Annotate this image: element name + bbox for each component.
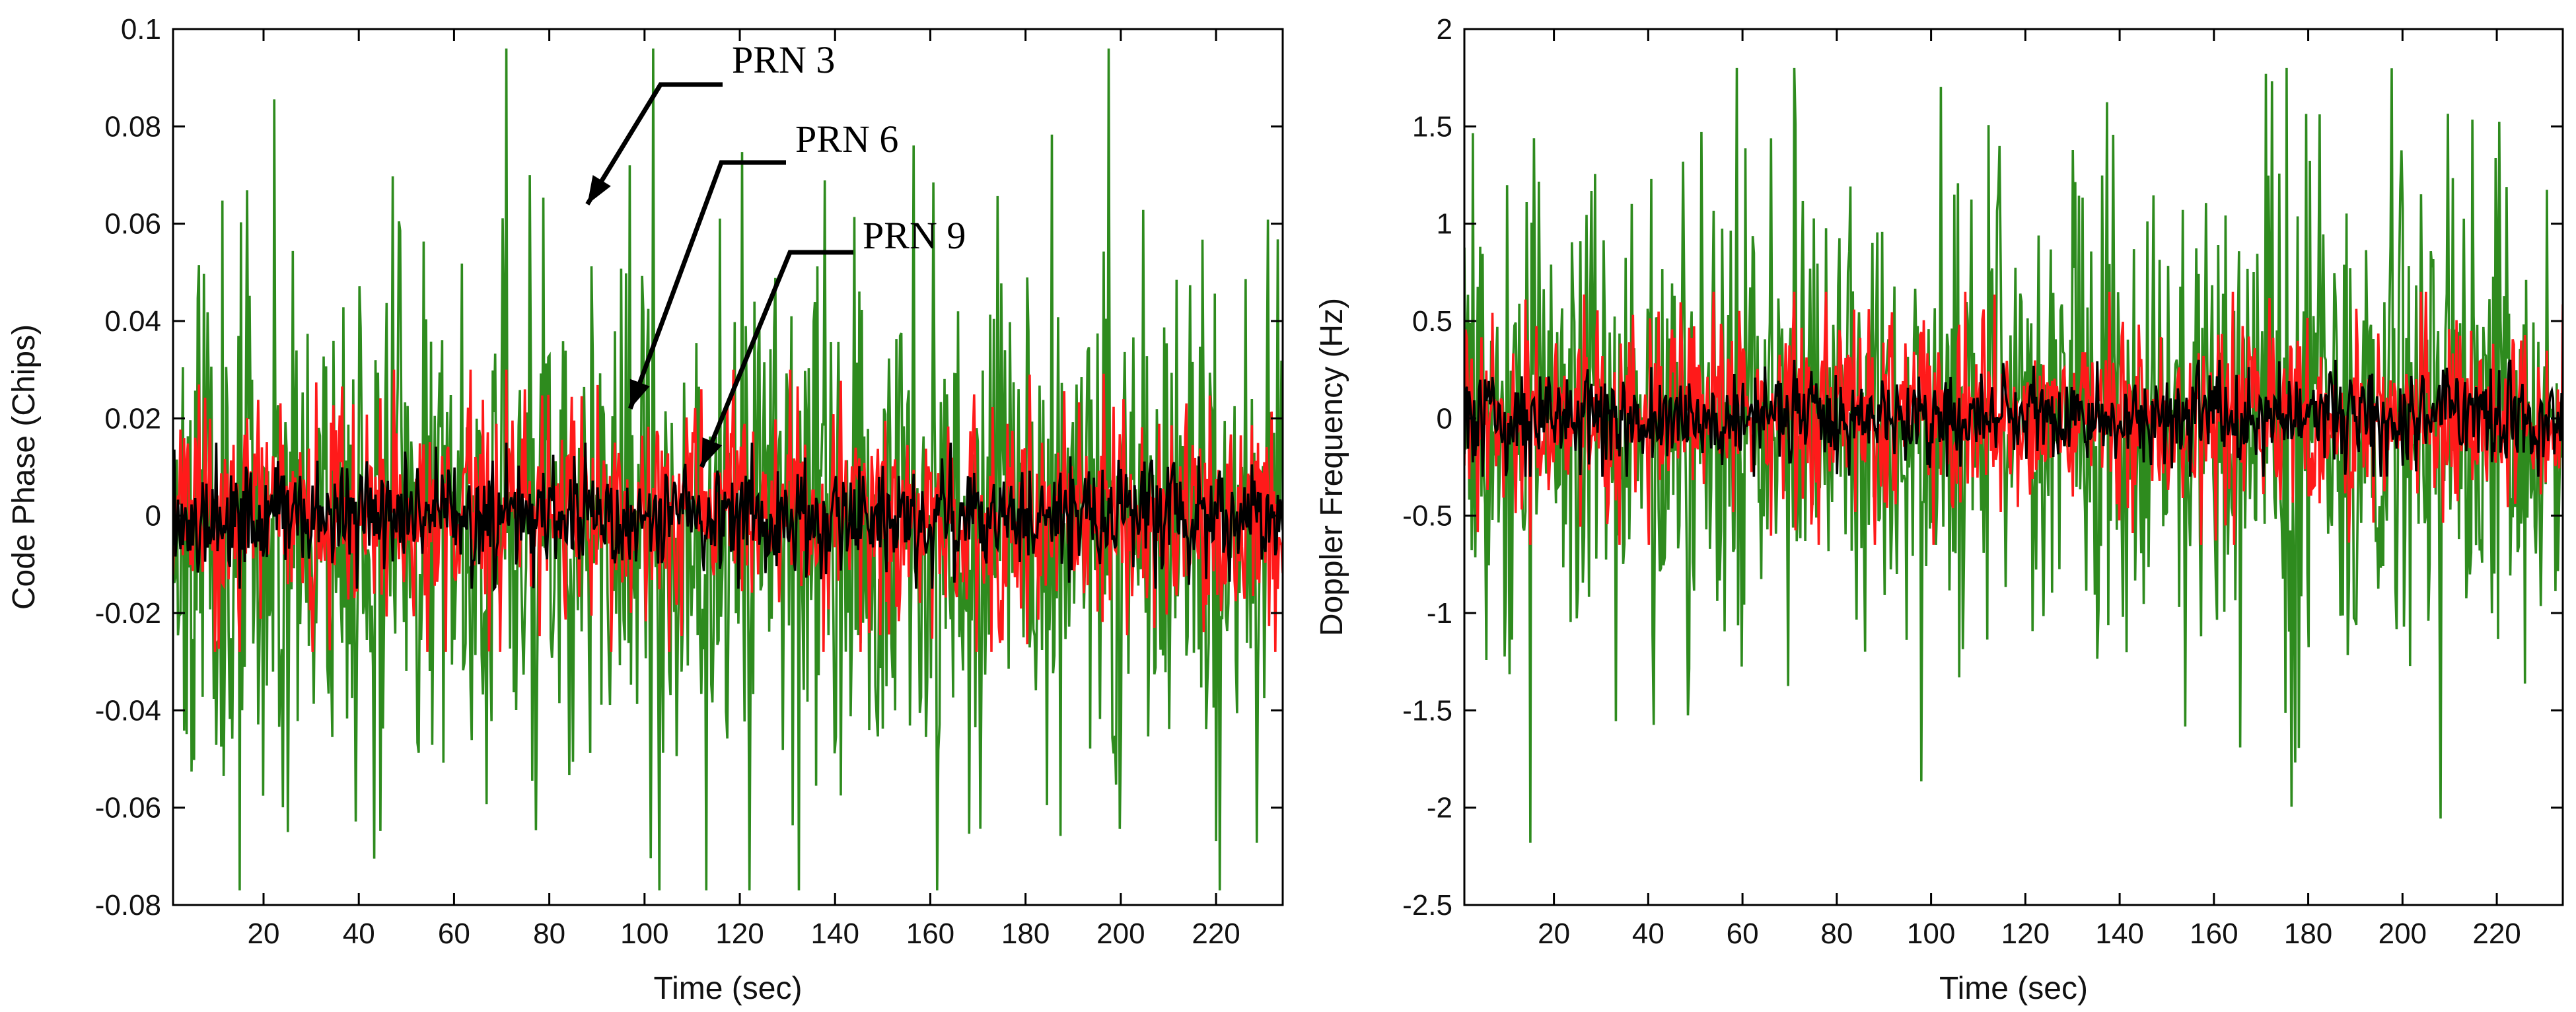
axes-frame [1463, 28, 2564, 906]
annotation-leader-line [585, 82, 723, 206]
annotation-prn-6: PRN 6 [627, 118, 898, 410]
annotation-prn-9: PRN 9 [699, 214, 966, 468]
x-axis-label: Time (sec) [654, 971, 803, 1006]
y-axis-label: Doppler Frequency (Hz) [1314, 298, 1349, 636]
x-tick-label: 160 [2190, 918, 2238, 950]
annotation-arrowhead [629, 379, 650, 409]
y-tick-label: 0.06 [104, 208, 161, 240]
x-tick-label: 100 [620, 918, 668, 950]
x-tick-label: 60 [438, 918, 470, 950]
y-tick-label: -1 [1427, 597, 1452, 630]
y-tick-label: 0.02 [104, 402, 161, 435]
y-tick-label: -2 [1427, 792, 1452, 824]
annotation-leader-line [699, 250, 853, 468]
annotation-label: PRN 6 [795, 118, 898, 161]
x-tick-label: 200 [1096, 918, 1145, 950]
y-axis-label: Code Phase (Chips) [7, 324, 42, 610]
y-tick-label: 2 [1437, 13, 1452, 46]
annotation-arrowhead [701, 437, 723, 467]
series-group [1464, 67, 2563, 843]
annotation-label: PRN 9 [863, 214, 966, 257]
series-prn-9 [173, 443, 1283, 593]
x-tick-label: 140 [2095, 918, 2143, 950]
x-tick-label: 80 [533, 918, 565, 950]
x-tick-label: 220 [2472, 918, 2521, 950]
series-prn-9 [1464, 359, 2563, 477]
x-axis-label: Time (sec) [1939, 971, 2088, 1006]
y-tick-label: -2.5 [1402, 889, 1452, 922]
y-tick-label: 1 [1437, 208, 1452, 240]
y-tick-label: -0.5 [1402, 500, 1452, 532]
x-tick-label: 20 [248, 918, 280, 950]
x-tick-label: 100 [1907, 918, 1955, 950]
x-tick-label: 120 [715, 918, 764, 950]
y-tick-label: -0.06 [95, 792, 161, 824]
x-tick-label: 220 [1192, 918, 1240, 950]
x-tick-label: 120 [2001, 918, 2050, 950]
y-tick-label: -0.02 [95, 597, 161, 630]
y-tick-label: -1.5 [1402, 694, 1452, 727]
x-tick-label: 80 [1820, 918, 1853, 950]
x-tick-label: 20 [1538, 918, 1570, 950]
x-tick-label: 40 [343, 918, 375, 950]
annotation-prn-3: PRN 3 [585, 38, 835, 206]
y-tick-label: 0 [1437, 402, 1452, 435]
annotation-leader-line [627, 160, 786, 410]
x-tick-label: 140 [811, 918, 859, 950]
x-tick-label: 180 [1001, 918, 1050, 950]
doppler-panel: 20 40 60 80 100 120 140 160 180 200 220-2.5-2-1.5-… [1314, 13, 2564, 1006]
series-prn-6 [1464, 291, 2563, 545]
y-tick-label: -0.04 [95, 694, 161, 727]
axes-frame [172, 28, 1284, 906]
annotation-label: PRN 3 [732, 38, 835, 81]
y-tick-label: 0.04 [104, 305, 161, 338]
code-phase-panel: 20 40 60 80 100 120 140 160 180 200 220 -0.08 -0.06 -… [7, 13, 1284, 1006]
y-tick-label: 0.08 [104, 110, 161, 143]
y-tick-label: 0.5 [1412, 305, 1452, 338]
y-tick-label: -0.08 [95, 889, 161, 922]
x-tick-label: 200 [2379, 918, 2427, 950]
annotation-arrowhead [587, 175, 611, 205]
y-tick-label: 0.1 [121, 13, 161, 46]
series-group [173, 48, 1283, 890]
x-tick-label: 40 [1632, 918, 1664, 950]
x-tick-label: 160 [906, 918, 954, 950]
y-tick-label: 1.5 [1412, 110, 1452, 143]
y-tick-label: 0 [145, 500, 161, 532]
x-tick-label: 60 [1727, 918, 1759, 950]
x-tick-label: 180 [2284, 918, 2332, 950]
